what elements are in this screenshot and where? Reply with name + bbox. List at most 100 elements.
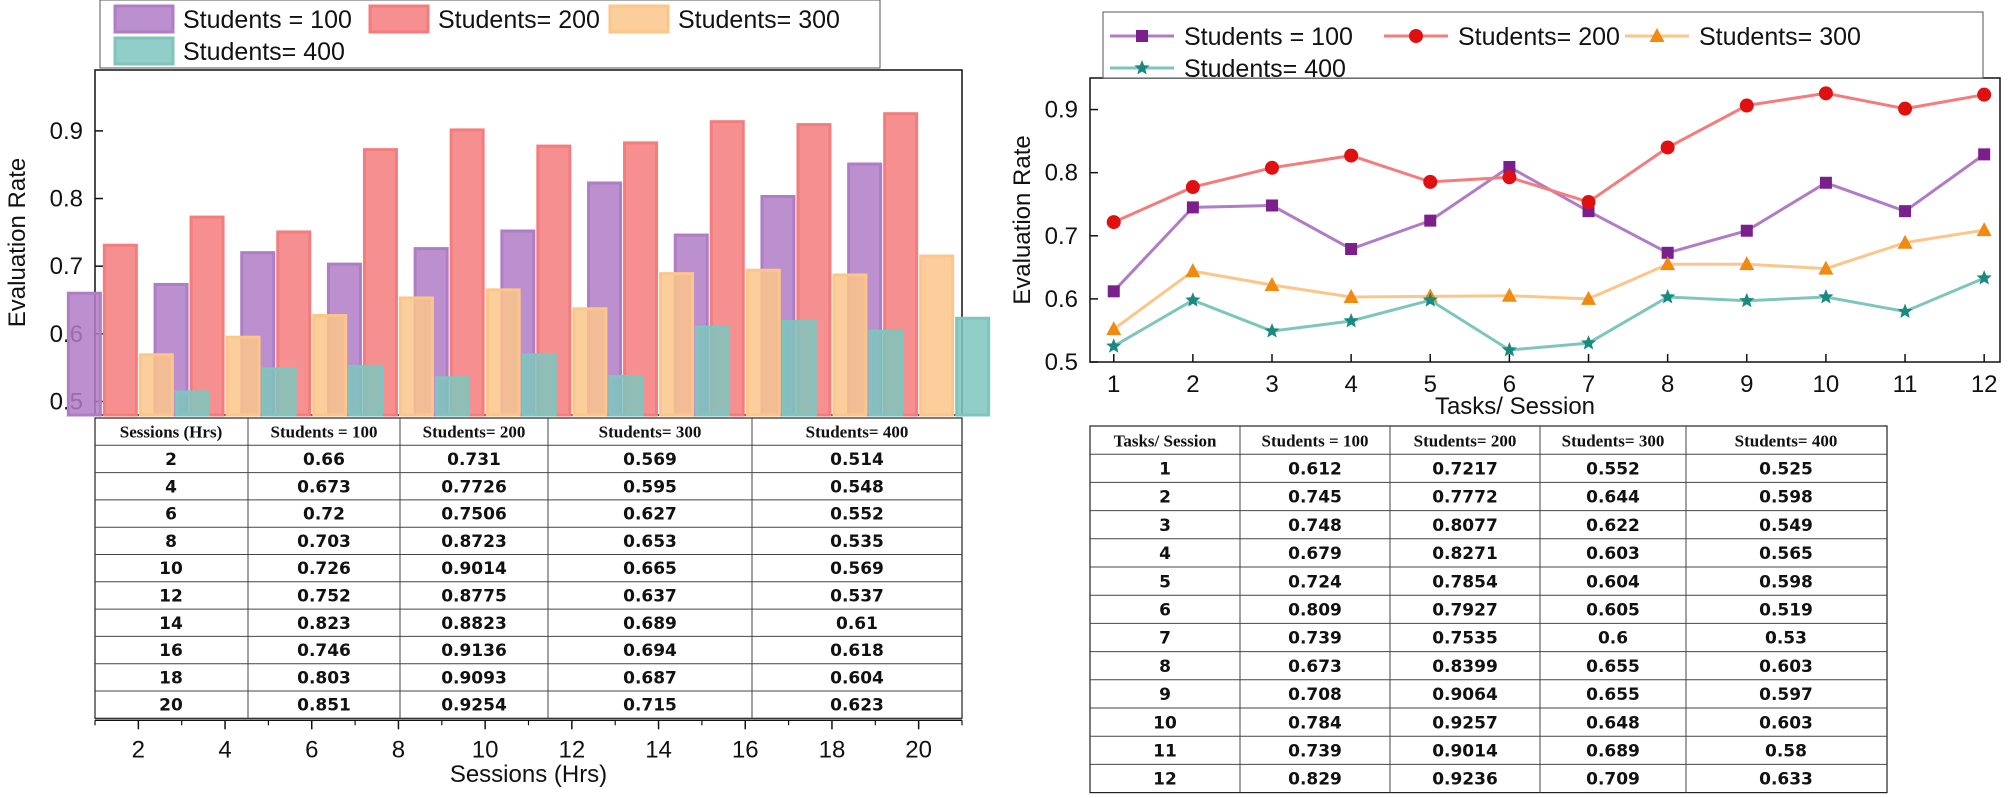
legend-label-2: Students= 200 [1458,23,1620,51]
table-cell: 0.9254 [441,696,507,716]
table-cell: 0.7772 [1432,488,1498,508]
bar-4-6 [348,364,384,417]
x-axis-label: Tasks/ Session [1435,393,1595,420]
y-axis-label: Evaluation Rate [1009,135,1036,304]
table-cell: 0.597 [1759,685,1813,705]
x-tick-label: 4 [218,736,231,763]
point-4-5 [1422,292,1438,307]
x-tick-label: 2 [132,736,145,763]
legend-swatch-1 [113,4,175,34]
point-3-2 [1185,263,1201,278]
point-4-9 [1739,292,1755,308]
table-cell: 10 [159,559,183,579]
table-cell: 0.598 [1759,572,1813,592]
table-header-5: Students= 400 [1735,431,1838,450]
legend-label-3: Students= 300 [678,6,840,34]
point-1-8 [1661,246,1674,259]
table-cell: 0.7535 [1432,629,1498,649]
bar-3-8 [398,296,434,417]
table-cell: 0.648 [1586,713,1640,733]
bar-4-20 [955,316,991,417]
table-cell: 2 [1159,488,1171,508]
point-3-8 [1660,256,1676,271]
table-cell: 0.752 [297,586,351,606]
bar-4-18 [868,329,904,417]
point-1-5 [1424,214,1437,227]
table-cell: 0.549 [1759,516,1813,536]
point-2-3 [1265,160,1279,175]
legend-label-4: Students= 400 [1184,55,1346,83]
bar-3-18 [832,273,868,417]
bar-3-20 [919,254,955,417]
table-header-1: Sessions (Hrs) [120,423,222,442]
bar-3-10 [485,288,521,417]
bar-3-12 [572,307,608,417]
x-tick-label: 18 [819,736,846,763]
table-cell: 12 [1153,770,1177,790]
point-3-1 [1106,321,1122,336]
table-cell: 0.6 [1598,629,1628,649]
legend-marker-2 [1409,29,1423,43]
table-header-2: Students = 100 [1262,431,1369,450]
x-tick-label: 12 [558,736,585,763]
x-tick-label: 8 [392,736,405,763]
table-cell: 0.622 [1586,516,1640,536]
point-1-12 [1978,148,1991,161]
table-cell: 0.58 [1765,742,1807,762]
point-3-3 [1264,277,1280,292]
table-cell: 0.7217 [1432,460,1498,480]
y-tick-label: 0.7 [1045,223,1078,250]
table-cell: 0.679 [1288,544,1342,564]
table-cell: 0.703 [297,532,351,552]
point-2-9 [1739,98,1754,113]
table-cell: 0.709 [1586,770,1640,790]
legend-swatch-2 [368,4,430,34]
legend-label-3: Students= 300 [1699,23,1861,51]
table-cell: 0.565 [1759,544,1813,564]
bar-3-4 [225,335,261,417]
bar-4-16 [781,320,817,417]
table-cell: 0.627 [623,505,677,525]
table-cell: 8 [1159,657,1171,677]
bar-4-10 [521,353,557,417]
table-header-5: Students= 400 [806,423,909,442]
table-cell: 0.53 [1765,629,1807,649]
table-cell: 0.66 [303,450,345,470]
legend-label-2: Students= 200 [438,6,600,34]
table-cell: 10 [1153,713,1177,733]
point-2-2 [1185,180,1200,195]
point-1-9 [1740,224,1753,237]
table-cell: 0.514 [830,450,884,470]
x-tick-label: 5 [1424,371,1437,398]
table-cell: 7 [1159,629,1171,649]
series-line-2 [1113,91,1985,224]
point-3-12 [1976,222,1992,237]
table-cell: 18 [159,668,183,688]
point-2-10 [1818,86,1833,101]
table-cell: 0.829 [1288,770,1342,790]
table-cell: 0.61 [836,614,878,634]
point-4-12 [1976,270,1992,285]
legend-marker-1 [1136,30,1148,42]
table-cell: 0.687 [623,668,677,688]
table-cell: 0.726 [297,559,351,579]
point-4-10 [1818,289,1834,304]
table-cell: 0.745 [1288,488,1342,508]
table-cell: 11 [1153,742,1177,762]
legend-label-1: Students = 100 [1184,23,1353,51]
legend-swatch-4 [113,36,175,66]
point-2-4 [1344,148,1359,163]
table-cell: 8 [165,532,177,552]
point-2-1 [1106,215,1121,230]
point-1-4 [1345,243,1358,256]
table-cell: 6 [165,505,177,525]
table-cell: 0.8399 [1432,657,1498,677]
table-cell: 0.569 [623,450,677,470]
table-cell: 9 [1159,685,1171,705]
table-cell: 0.644 [1586,488,1640,508]
table-cell: 2 [165,450,177,470]
point-3-4 [1343,288,1359,303]
table-cell: 0.823 [297,614,351,634]
table-cell: 0.605 [1586,601,1640,621]
table-header-3: Students= 200 [423,423,526,442]
